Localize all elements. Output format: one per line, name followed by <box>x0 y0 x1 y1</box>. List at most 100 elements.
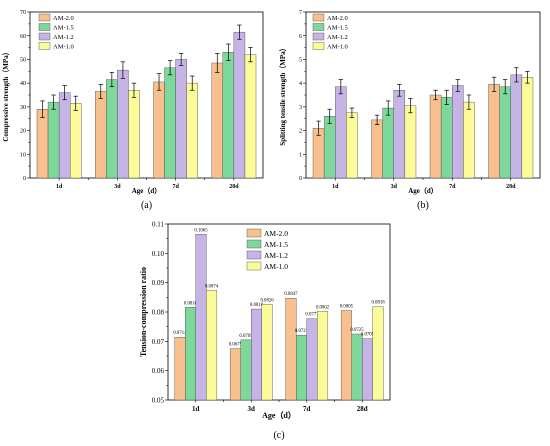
data-label: 0.0802 <box>316 305 330 310</box>
y-axis-label: Splitting tensile strength（MPa） <box>279 44 287 145</box>
legend-label: AM-1.5 <box>53 25 74 32</box>
legend-label: AM-2.0 <box>53 15 74 22</box>
bar-AM-2.0-28d <box>211 62 224 179</box>
y-tick-label: 50 <box>20 58 26 64</box>
legend: AM-2.0 AM-1.5 AM-1.2 AM-1.0 <box>38 13 74 51</box>
y-tick-label: 3 <box>299 105 302 111</box>
y-tick-label: 0.08 <box>152 308 165 316</box>
legend-label: AM-1.5 <box>264 240 288 249</box>
x-tick-label: 28d <box>506 184 516 190</box>
data-label: 0.0818 <box>371 301 385 306</box>
bar-AM-1.2-1d <box>335 86 347 179</box>
x-tick-label: 1d <box>56 184 63 190</box>
legend: AM-2.0 AM-1.5 AM-1.2 AM-1.0 <box>312 13 348 51</box>
x-tick-label: 7d <box>449 184 456 190</box>
bar-AM-1.2-28d <box>510 74 523 179</box>
data-label: 0.0874 <box>205 284 219 289</box>
bar-AM-2.0-7d <box>429 94 442 179</box>
y-tick-label: 0 <box>299 176 302 182</box>
bar-AM-2.0-28d <box>488 84 500 179</box>
legend-label: AM-1.2 <box>53 34 74 41</box>
legend-swatch <box>312 32 325 41</box>
bar-AM-1.0-7d <box>186 82 198 179</box>
y-tick-label: 0.06 <box>152 367 165 375</box>
bar-AM-1.2-3d <box>117 69 129 179</box>
bar-AM-1.5-28d <box>499 86 511 179</box>
bar-AM-1.5-3d <box>240 339 252 401</box>
y-axis-label: Tension-compression ratio <box>139 267 148 357</box>
legend-swatch <box>38 13 51 22</box>
bar-AM-2.0-3d <box>229 348 241 401</box>
legend-swatch <box>246 239 262 249</box>
data-label: 0.0725 <box>350 328 364 333</box>
bar-AM-1.5-28d <box>351 333 363 401</box>
y-tick-label: 10 <box>20 152 26 158</box>
data-label: 0.0816 <box>184 301 198 306</box>
legend-swatch <box>246 250 262 260</box>
bar-AM-1.0-3d <box>261 304 273 401</box>
data-label: 0.0805 <box>340 305 354 310</box>
y-tick-label: 0.07 <box>152 338 165 346</box>
bar-AM-1.2-3d <box>393 90 406 179</box>
y-tick-label: 40 <box>20 81 26 87</box>
y-tick-label: 60 <box>20 34 26 40</box>
legend-label: AM-1.0 <box>53 44 74 51</box>
legend-label: AM-1.5 <box>327 25 348 32</box>
bar-AM-1.0-7d <box>317 311 329 401</box>
bar-AM-1.2-7d <box>175 59 187 179</box>
bar-AM-2.0-3d <box>95 91 107 179</box>
bar-AM-1.2-7d <box>452 85 464 179</box>
legend-swatch <box>38 32 51 41</box>
y-tick-label: 70 <box>20 10 26 16</box>
bar-AM-1.5-7d <box>164 67 176 179</box>
legend-label: AM-1.0 <box>327 44 348 51</box>
panel-label: (a) <box>141 200 152 211</box>
bar-AM-1.0-1d <box>346 112 358 179</box>
bar-AM-1.5-7d <box>296 334 307 401</box>
bar-AM-1.5-1d <box>47 101 60 179</box>
x-axis-label: Age（d） <box>408 187 438 195</box>
legend-swatch <box>312 42 325 50</box>
data-label: 0.0721 <box>295 329 309 334</box>
x-tick-label: 3d <box>114 184 121 190</box>
legend-swatch <box>246 261 262 271</box>
bar-AM-1.0-1d <box>206 290 218 401</box>
bar-AM-1.2-3d <box>251 308 262 401</box>
legend-swatch <box>246 228 262 238</box>
bar-AM-2.0-7d <box>285 298 297 401</box>
bar-AM-1.5-7d <box>440 97 453 179</box>
chart-b: 0 1 2 3 4 5 6 7 1d 3d 7d 28d Splitting tensile stren… <box>279 10 541 211</box>
y-axis-label: Compressive strength（MPa） <box>2 48 10 141</box>
bar-AM-2.0-7d <box>153 81 165 179</box>
bar-AM-1.0-28d <box>372 306 384 401</box>
legend-label: AM-2.0 <box>264 229 288 238</box>
data-label: 0.0826 <box>260 298 274 303</box>
bar-AM-1.5-3d <box>106 79 118 179</box>
x-tick-label: 28d <box>229 184 239 190</box>
data-label: 0.0810 <box>250 303 264 308</box>
bar-AM-1.0-7d <box>463 101 475 179</box>
bar-AM-1.2-1d <box>195 234 207 401</box>
bar-AM-1.5-1d <box>185 307 196 401</box>
x-tick-label: 3d <box>391 184 398 190</box>
legend-label: AM-1.2 <box>264 251 288 260</box>
x-tick-label: 3d <box>248 405 256 413</box>
panel-label: (b) <box>417 200 429 211</box>
chart-a: 0 10 20 30 40 50 60 70 1d 3d 7d 28d Compressive stre… <box>2 10 264 211</box>
y-tick-label: 0 <box>23 176 26 182</box>
bar-AM-1.5-1d <box>323 116 336 179</box>
x-tick-label: 28d <box>357 405 368 413</box>
y-tick-label: 0.05 <box>152 396 165 404</box>
x-tick-label: 7d <box>303 405 311 413</box>
panel-label: (c) <box>273 430 284 441</box>
data-label: 0.0675 <box>229 343 243 348</box>
data-label: 0.0705 <box>239 334 253 339</box>
y-tick-label: 7 <box>299 10 302 16</box>
bar-AM-1.5-3d <box>382 107 394 179</box>
bar-AM-2.0-28d <box>340 310 352 401</box>
y-tick-label: 6 <box>299 34 302 40</box>
y-tick-label: 20 <box>20 129 26 135</box>
data-label: 0.0714 <box>173 331 187 336</box>
bar-AM-2.0-1d <box>174 337 186 401</box>
